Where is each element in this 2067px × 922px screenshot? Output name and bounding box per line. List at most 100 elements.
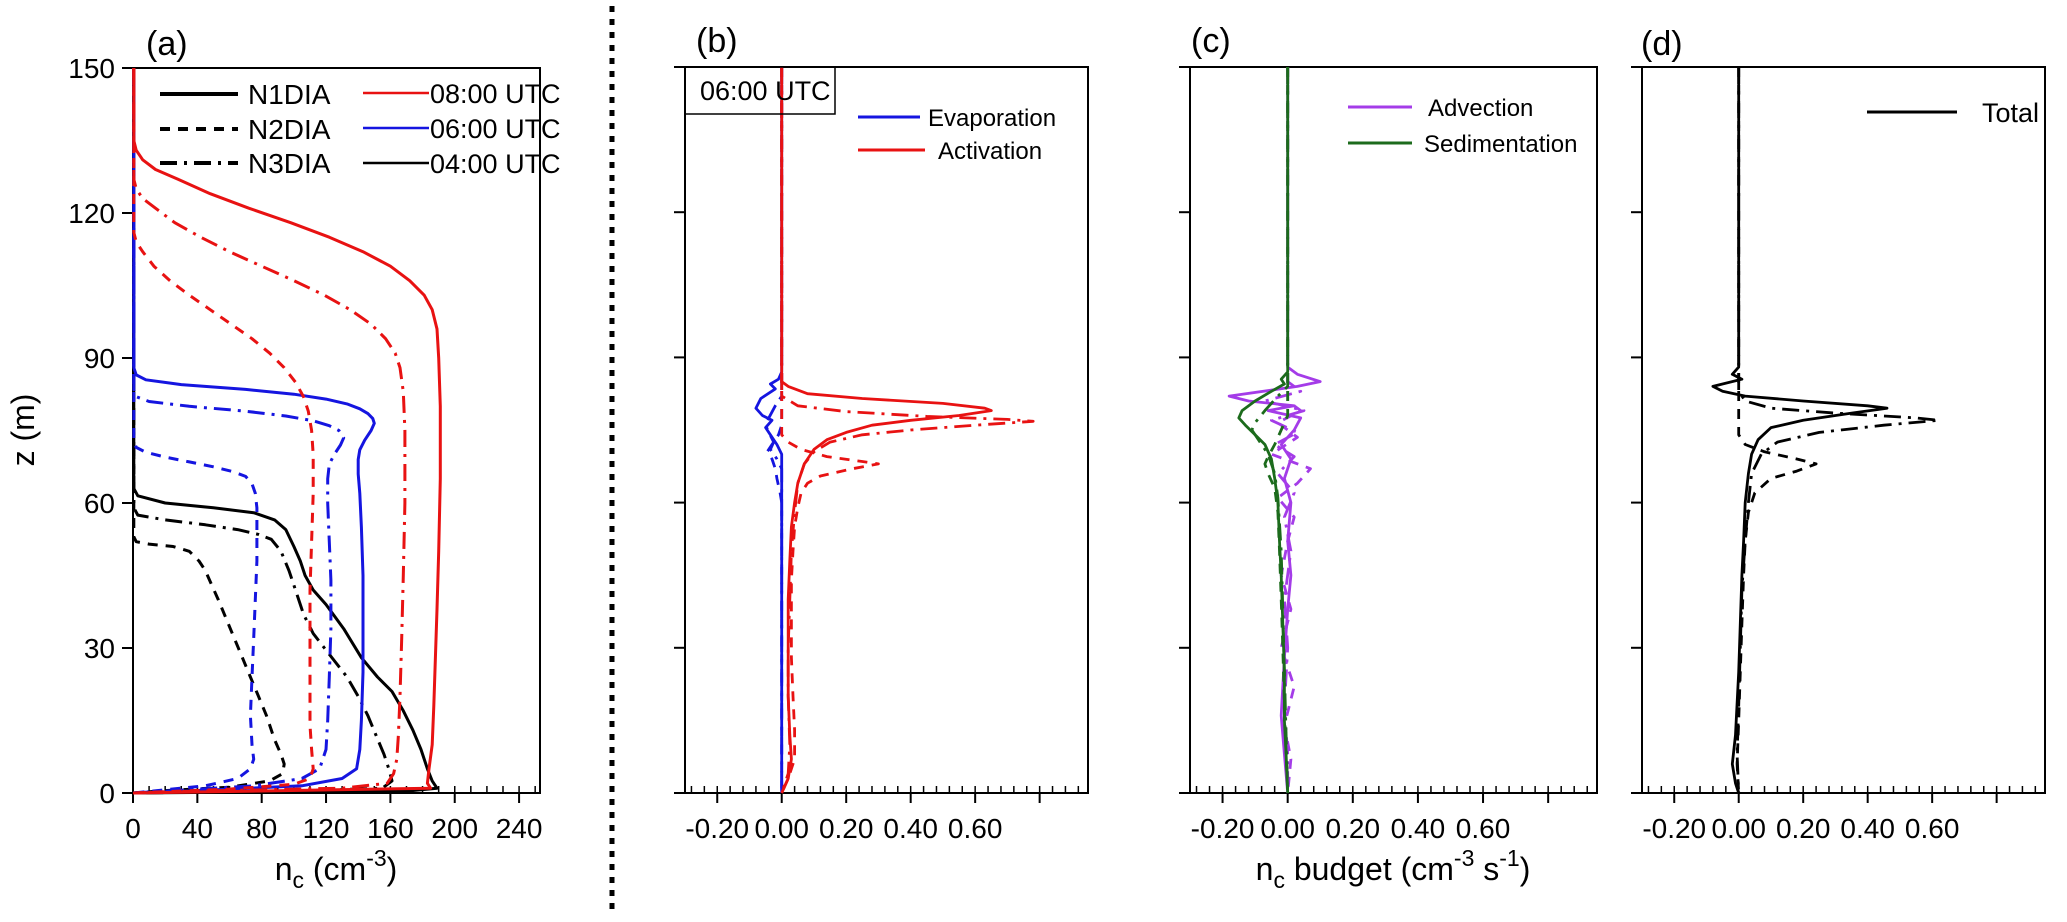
series-N3DIA-08UTC [132,68,407,795]
legend-item-sedimentation: Sedimentation [1348,131,1577,158]
legend-item-n3dia: N3DIA [160,148,331,179]
x-tick-label: -0.20 [685,813,749,844]
x-tick-label: 0.20 [819,813,874,844]
panel-a-series [132,68,442,795]
series-total-N3DIA [1735,67,1940,794]
legend-item-06-00-utc: 06:00 UTC [363,114,561,144]
x-tick-label: -0.20 [1642,813,1706,844]
legend-label: Sedimentation [1424,131,1577,158]
panel-d: -0.20 0.00 0.20 0.40 0.60 Total (d) [1631,25,2046,844]
x-tick-label: 200 [431,813,478,844]
series-activation-N2DIA [780,67,880,794]
y-tick-label: 30 [84,633,115,664]
legend-label: Total [1982,98,2039,128]
panel-a-x-axis-title: nc (cm-3) [275,845,398,893]
panel-c-x-axis: -0.20 0.00 0.20 0.40 0.60 [1191,793,1550,844]
series-advection-N1DIA [1227,67,1322,794]
series-N2DIA-04UTC [132,68,286,795]
x-tick-label: 0.00 [1711,813,1766,844]
panel-b: -0.20 0.00 0.20 0.40 0.60 Evaporation Activati… [674,22,1089,844]
legend-label: Advection [1428,95,1533,122]
panel-c-legend: Advection Sedimentation [1348,95,1577,158]
series-advection-N2DIA [1270,67,1312,794]
series-N1DIA-08UTC [132,68,442,795]
panel-b-frame [684,66,1089,794]
x-tick-label: 0 [125,813,141,844]
y-tick-label: 90 [84,343,115,374]
x-tick-label: 160 [367,813,414,844]
series-N2DIA-08UTC [132,68,315,795]
y-tick-label: 150 [68,53,115,84]
x-tick-label: 0.60 [1905,813,1960,844]
panel-label-b: (b) [696,22,738,60]
legend-item-activation: Activation [858,138,1042,165]
y-tick-label: 120 [68,198,115,229]
legend-label: N2DIA [248,114,331,145]
x-tick-label: 0.60 [1456,813,1511,844]
x-tick-label: 0.40 [1391,813,1446,844]
legend-item-04-00-utc: 04:00 UTC [363,149,561,179]
panel-a-y-axis-title: z (m) [5,394,41,467]
series-N2DIA-06UTC [132,68,259,795]
x-tick-label: -0.20 [1191,813,1255,844]
panel-b-legend: Evaporation Activation [858,105,1056,165]
series-N3DIA-04UTC [132,68,394,795]
panel-c-series [1227,67,1322,794]
series-total-N2DIA [1735,67,1818,794]
y-tick-label: 60 [84,488,115,519]
panel-b-x-minor-ticks [690,786,1080,793]
x-tick-label: 120 [303,813,350,844]
panel-c-frame [1189,66,1598,794]
x-tick-label: 0.00 [1260,813,1315,844]
series-evaporation-N2DIA [765,67,784,793]
series-activation-N3DIA [780,67,1035,794]
panel-b-y-axis [674,66,685,794]
legend-label: 08:00 UTC [430,79,561,109]
panel-d-x-minor-ticks [1647,786,2037,793]
panel-d-series [1711,67,1940,794]
y-tick-label: 0 [99,778,115,809]
panel-b-time-annotation: 06:00 UTC [684,66,836,115]
panel-c-x-axis-title: nc budget (cm-3 s-1) [1256,845,1531,893]
panel-a: 0 40 80 120 160 200 240 0 30 60 90 120 150 N1DIA N2DIA… [5,25,561,893]
panel-a-y-axis: 0 30 60 90 120 150 [68,53,133,809]
panel-label-c: (c) [1191,22,1231,60]
annotation-text: 06:00 UTC [700,76,831,106]
panel-c: -0.20 0.00 0.20 0.40 0.60 Advection Sedimentat… [1179,22,1598,893]
panel-label-a: (a) [146,25,188,63]
panel-c-x-minor-ticks [1195,786,1588,793]
x-tick-label: 0.60 [948,813,1003,844]
panel-d-legend: Total [1867,98,2039,128]
legend-label: 06:00 UTC [430,114,561,144]
x-tick-label: 0.00 [754,813,809,844]
x-tick-label: 240 [496,813,543,844]
legend-label: Evaporation [928,105,1056,132]
panel-d-frame [1641,66,2046,794]
series-activation-N1DIA [780,67,993,794]
legend-item-total: Total [1867,98,2039,128]
legend-item-08-00-utc: 08:00 UTC [363,79,561,109]
series-sedimentation-N2DIA [1263,67,1290,794]
panel-b-x-axis: -0.20 0.00 0.20 0.40 0.60 [685,793,1041,844]
x-tick-label: 0.40 [1840,813,1895,844]
panel-c-y-axis [1179,66,1190,794]
panel-d-x-axis: -0.20 0.00 0.20 0.40 0.60 [1642,793,1998,844]
x-tick-label: 80 [246,813,277,844]
legend-label: Activation [938,138,1042,165]
x-tick-label: 40 [182,813,213,844]
panel-d-y-axis [1631,66,1642,794]
series-evaporation-N1DIA [754,67,784,793]
legend-item-advection: Advection [1348,95,1533,122]
legend-label: N3DIA [248,148,331,179]
legend-label: 04:00 UTC [430,149,561,179]
panel-a-x-axis: 0 40 80 120 160 200 240 [125,793,542,844]
legend-label: N1DIA [248,79,331,110]
legend-item-n2dia: N2DIA [160,114,331,145]
legend-item-evaporation: Evaporation [858,105,1056,132]
x-tick-label: 0.40 [883,813,938,844]
annotation-box [684,66,836,115]
x-tick-label: 0.20 [1776,813,1831,844]
legend-item-n1dia: N1DIA [160,79,331,110]
